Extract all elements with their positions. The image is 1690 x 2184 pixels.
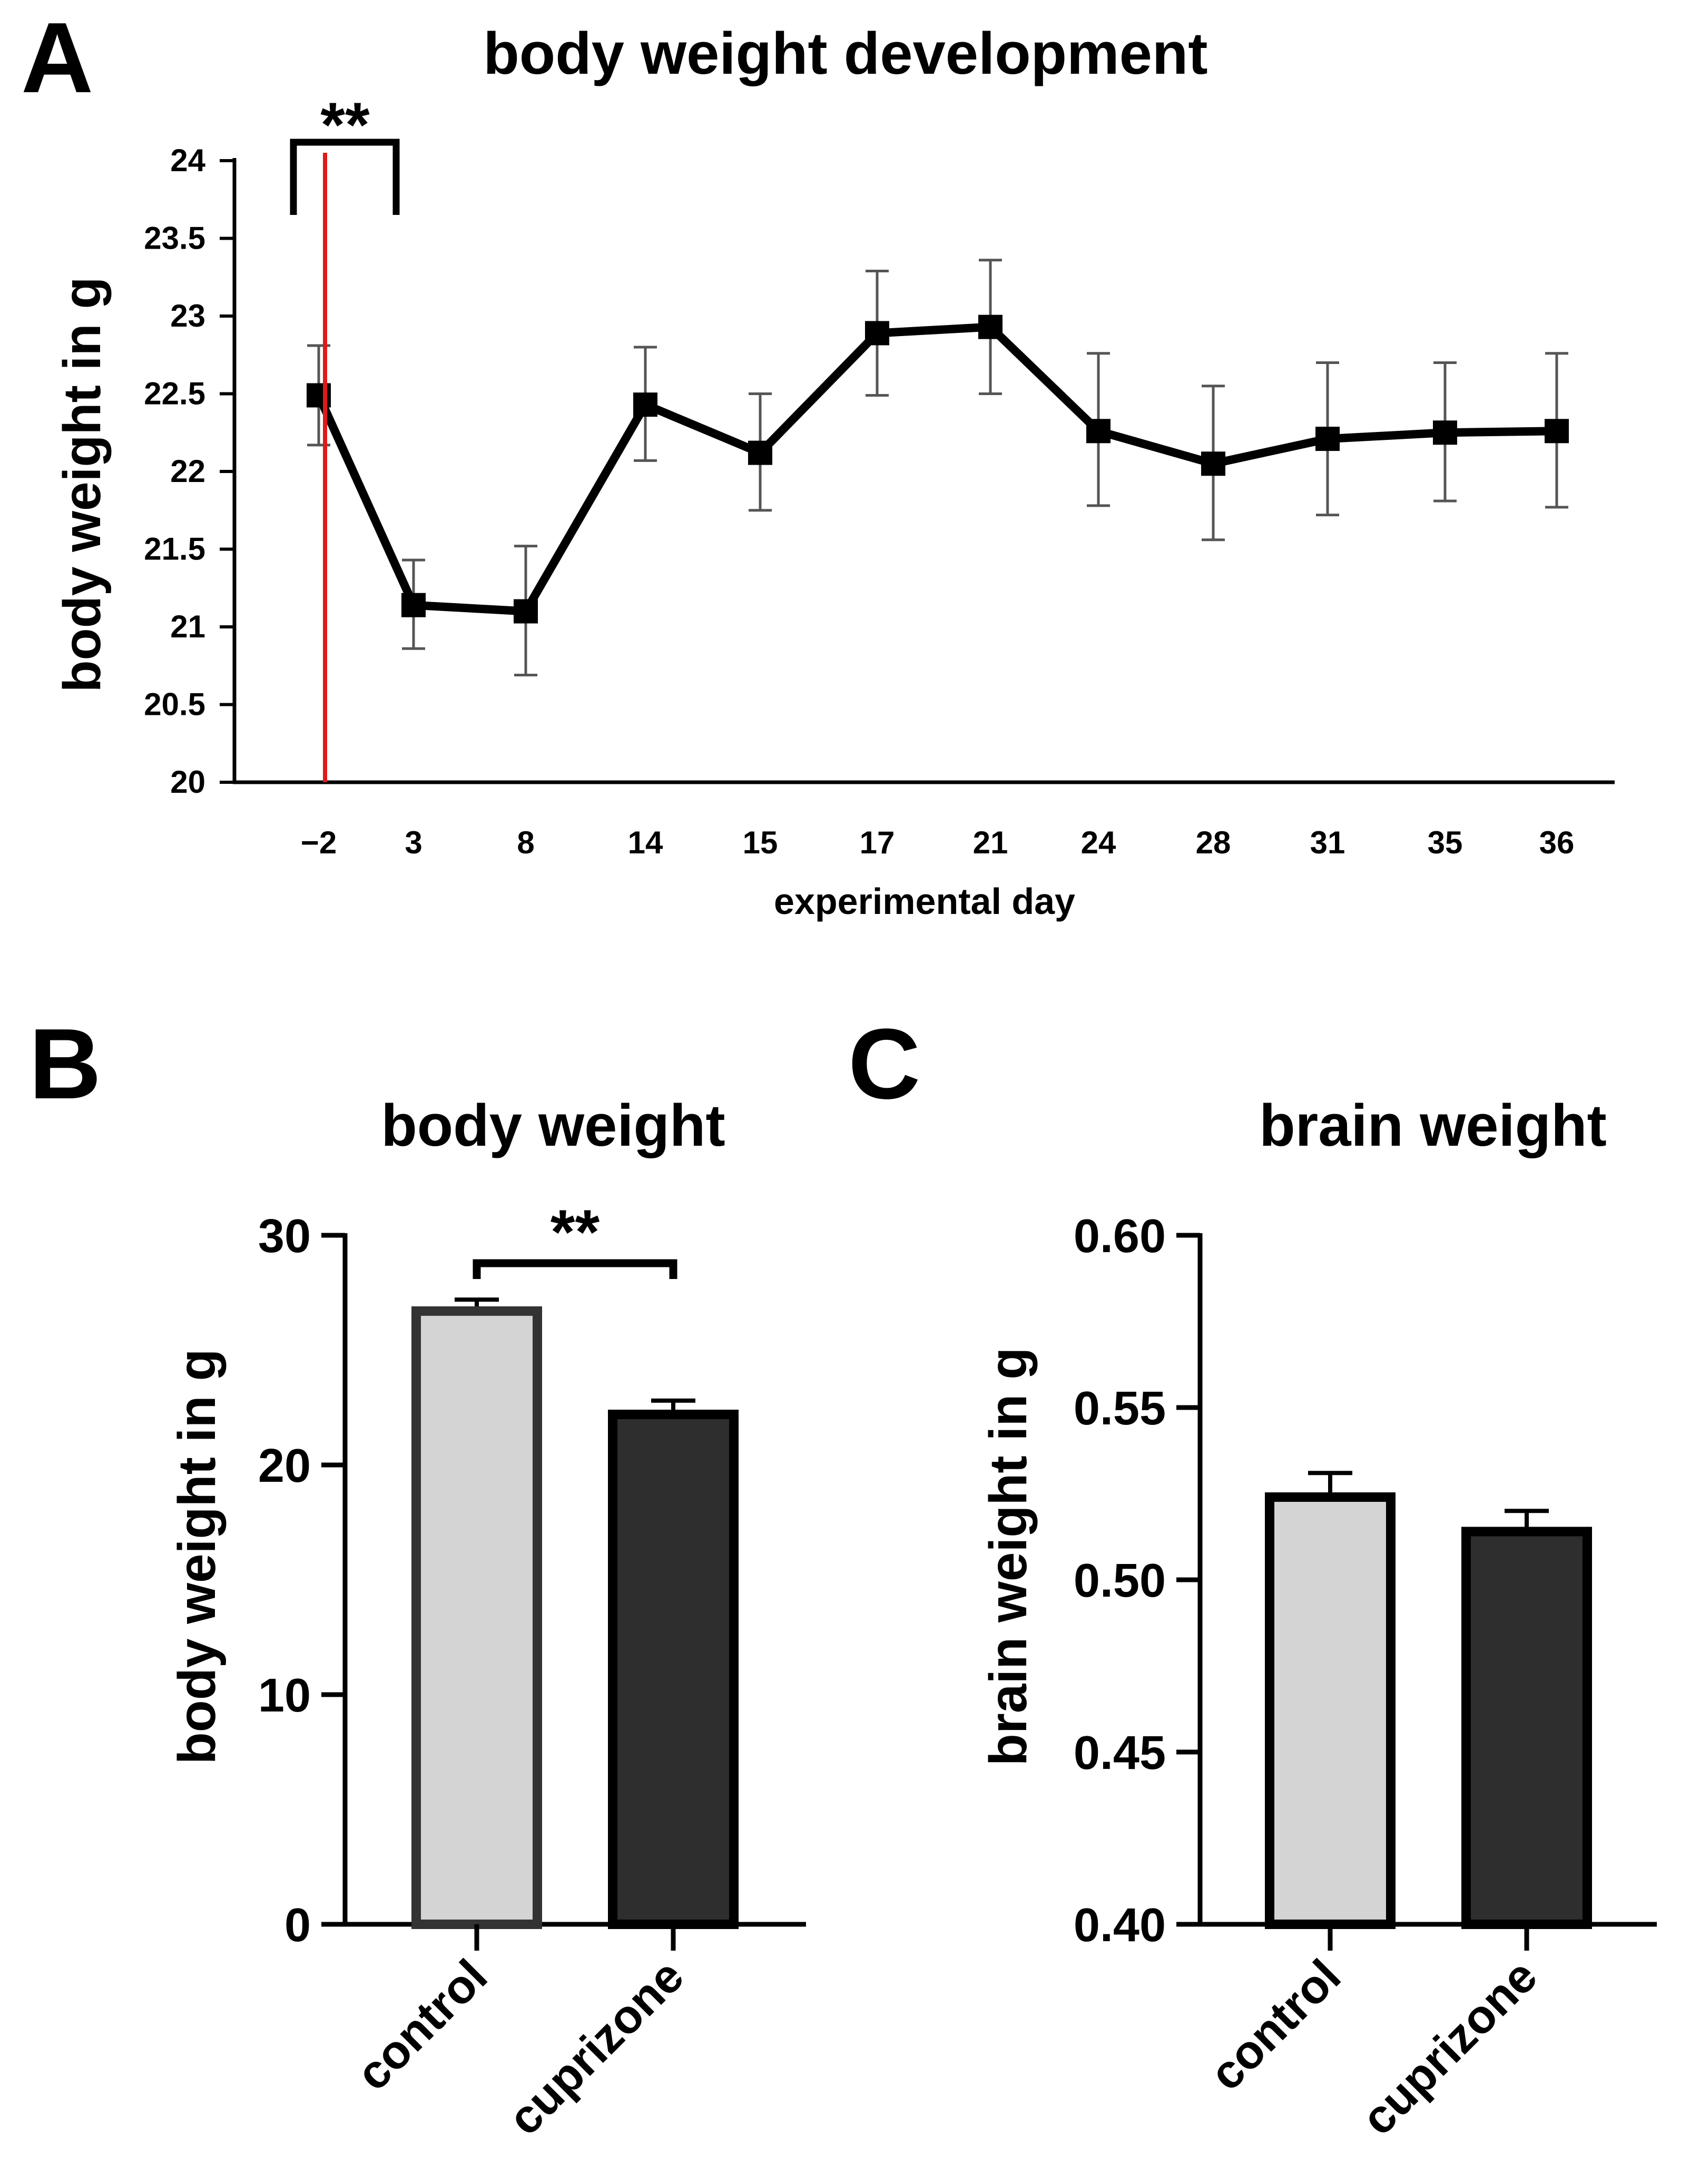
chart-a-y-tick-label: 20.5 (144, 687, 205, 722)
panel-letter-c: C (848, 1008, 920, 1120)
chart-c-bar-cuprizone (1461, 1527, 1592, 1929)
chart-a-point (1201, 451, 1225, 476)
chart-c: brain weight brain weight in g 0.40 0.45 0… (979, 1093, 1657, 2146)
chart-a-point (978, 314, 1003, 339)
chart-b-y-tick-label: 10 (258, 1669, 311, 1722)
panel-letter-b: B (29, 1008, 101, 1120)
chart-b-bar-cuprizone (608, 1410, 739, 1930)
chart-c-y-label: brain weight in g (979, 1347, 1038, 1766)
chart-c-y-tick-label: 0.55 (1074, 1382, 1166, 1435)
chart-a-point (865, 321, 889, 346)
chart-a-y-label: body weight in g (53, 277, 112, 693)
chart-c-x-tick-label: control (1200, 1950, 1351, 2100)
chart-b-significance-bracket (473, 1259, 677, 1279)
chart-a-x-tick-label: 3 (405, 825, 422, 860)
chart-a-point (1315, 427, 1340, 451)
chart-b-y-tick-label: 0 (284, 1899, 311, 1952)
chart-a-y-tick-label: 23.5 (144, 221, 205, 256)
chart-a-point (514, 599, 538, 624)
chart-a-y-tick-label: 24 (170, 143, 205, 178)
chart-b-title: body weight (381, 1093, 725, 1158)
chart-c-y-tick-label: 0.40 (1074, 1899, 1166, 1952)
chart-c-bar-control (1265, 1492, 1396, 1930)
chart-c-y-tick-label: 0.50 (1074, 1555, 1166, 1607)
chart-a-point (401, 593, 426, 617)
chart-a-y-tick-label: 20 (170, 764, 205, 800)
chart-a-x-tick-label: 15 (743, 825, 778, 860)
chart-a-y-tick-label: 21 (170, 609, 205, 644)
chart-a-series-line (315, 322, 1557, 616)
chart-a-point (748, 440, 772, 465)
chart-a-x-tick-label: 36 (1539, 825, 1575, 860)
chart-c-y-tick-label: 0.45 (1074, 1727, 1166, 1779)
chart-b-y-tick-label: 30 (258, 1210, 311, 1263)
chart-a-point (1545, 419, 1569, 444)
chart-a-x-tick-label: 17 (860, 825, 895, 860)
chart-b-bar-control (411, 1306, 542, 1929)
chart-a-y-tick-label: 23 (170, 298, 205, 333)
chart-b-x-tick-label: cuprizone (498, 1950, 694, 2145)
chart-a-y-tick-label: 22.5 (144, 376, 205, 411)
chart-a-point (633, 392, 657, 417)
chart-a-x-label: experimental day (774, 881, 1075, 922)
chart-c-title: brain weight (1259, 1093, 1607, 1158)
chart-b-y-tick-label: 20 (258, 1440, 311, 1492)
chart-a-point (307, 383, 331, 408)
chart-b-x-tick-label: control (347, 1950, 497, 2100)
chart-a-y-tick-label: 22 (170, 454, 205, 489)
chart-a-x-tick-label: 8 (517, 825, 534, 860)
chart-a-x-tick-label: 21 (973, 825, 1008, 860)
chart-a-x-tick-label: 35 (1428, 825, 1463, 860)
chart-a: body weight development experimental day… (53, 21, 1615, 922)
panel-letter-a: A (21, 2, 93, 114)
chart-b-y-label: body weight in g (168, 1349, 227, 1765)
chart-a-title: body weight development (483, 21, 1207, 86)
chart-b-significance-label: ** (551, 1197, 600, 1267)
chart-a-significance-bracket (290, 139, 400, 215)
chart-a-x-tick-label: 24 (1081, 825, 1116, 860)
chart-a-x-tick-label: 31 (1310, 825, 1345, 860)
chart-a-x-tick-label: 28 (1196, 825, 1231, 860)
chart-a-point (1433, 420, 1457, 445)
chart-a-point (1086, 419, 1111, 444)
chart-a-x-tick-label: −2 (301, 825, 337, 860)
chart-a-significance-label: ** (320, 90, 370, 160)
chart-a-y-tick-label: 21.5 (144, 532, 205, 567)
chart-c-y-tick-label: 0.60 (1074, 1210, 1166, 1263)
chart-c-x-tick-label: cuprizone (1352, 1950, 1547, 2145)
chart-a-x-tick-label: 14 (628, 825, 663, 860)
chart-b: body weight body weight in g 0 10 20 30 cont… (168, 1093, 806, 2146)
